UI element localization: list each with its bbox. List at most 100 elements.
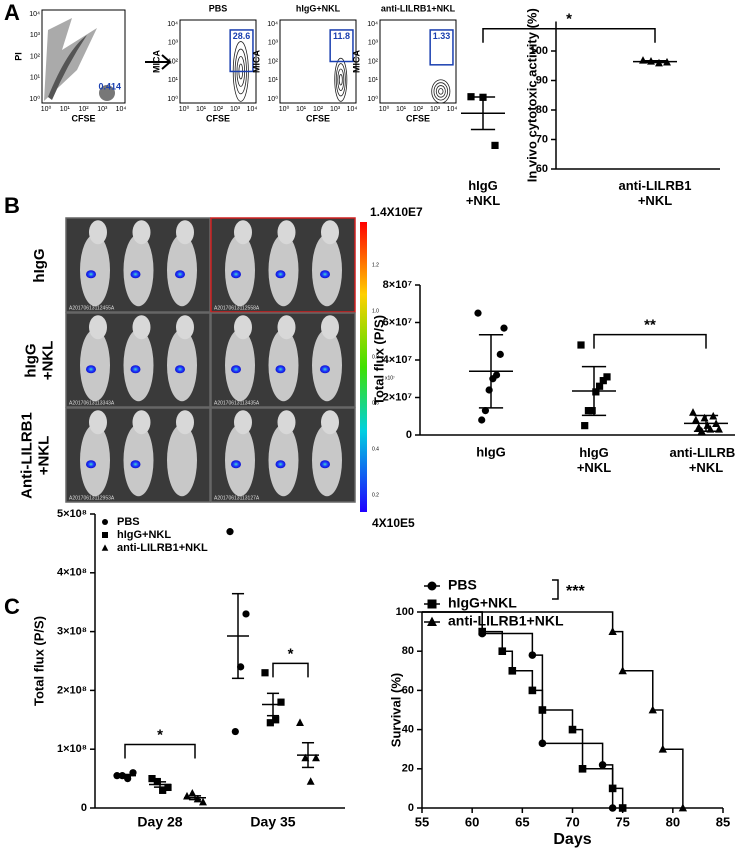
gate-value: 1.33 — [433, 31, 451, 41]
data-point — [159, 786, 167, 794]
scale-tick: 0.2 — [372, 492, 379, 498]
flow-x-tick: 10³ — [430, 106, 441, 113]
x-tick-label: hIgG +NKL — [577, 445, 611, 475]
mouse-head — [321, 220, 339, 245]
signal — [231, 270, 241, 279]
flow-y-tick: 10⁰ — [267, 95, 278, 103]
x-tick-label: 85 — [716, 814, 730, 829]
signal — [320, 460, 330, 469]
row-label: hIgG — [31, 248, 48, 282]
data-point — [129, 769, 137, 777]
signal — [175, 270, 185, 279]
flow-x-tick: 10² — [413, 106, 424, 113]
y-tick-label: 100 — [396, 606, 414, 618]
data-point — [242, 610, 250, 618]
significance-bracket — [124, 743, 196, 759]
image-id: A20170613113343A — [69, 400, 115, 406]
legend-label: hIgG+NKL — [448, 595, 517, 611]
color-bar — [360, 222, 367, 512]
image-id: A20170613112953A — [69, 495, 115, 501]
flow-x-tick: 10² — [78, 106, 89, 113]
scale-unit: x10⁷ — [385, 375, 395, 381]
mouse-head — [321, 410, 339, 435]
flow-y-tick: 10⁴ — [29, 11, 40, 18]
y-tick-label: 90 — [536, 74, 548, 86]
flow-y-tick: 10⁴ — [167, 21, 178, 28]
row-label: hIgG+NKL — [22, 341, 56, 381]
flow-x-tick: 10⁰ — [279, 105, 290, 113]
data-point — [608, 784, 617, 793]
y-tick-label: 2×10⁷ — [383, 391, 413, 403]
flow-y-tick: 10⁴ — [367, 21, 378, 28]
data-point — [538, 706, 547, 714]
mouse — [312, 329, 342, 402]
data-point — [226, 528, 234, 536]
data-point — [598, 761, 607, 769]
scale-tick: 0.8 — [372, 354, 379, 360]
data-point — [491, 141, 499, 149]
flow-contour — [438, 88, 444, 95]
legend-marker — [427, 599, 437, 609]
signal — [320, 365, 330, 374]
mouse — [123, 424, 154, 497]
legend-label: PBS — [448, 577, 477, 593]
data-point — [148, 775, 156, 783]
gate — [429, 29, 454, 66]
data-point — [164, 783, 172, 792]
flow-contour — [338, 73, 343, 86]
legend-label: anti-LILRB1+NKL — [448, 613, 564, 629]
flow-x-tick: 10³ — [330, 106, 341, 113]
flow-y-tick: 10⁰ — [29, 95, 40, 103]
flow-x-tick: 10¹ — [196, 106, 207, 113]
flow-y-tick: 10¹ — [368, 77, 379, 84]
mouse — [167, 234, 197, 307]
mouse-head — [89, 220, 107, 245]
mouse — [268, 424, 299, 497]
y-tick-label: 2×10⁸ — [57, 684, 87, 696]
mouse — [123, 329, 154, 402]
flow-x-tick: 10¹ — [396, 106, 407, 113]
mouse-head — [321, 315, 339, 340]
flow-x-tick: 10² — [213, 106, 224, 113]
data-point — [500, 324, 508, 332]
mouse-head — [176, 410, 194, 435]
mouse — [80, 329, 110, 402]
signal — [275, 270, 286, 279]
y-tick-label: 5×10⁸ — [57, 508, 87, 520]
flow-y-tick: 10¹ — [168, 77, 179, 84]
data-point — [592, 388, 600, 396]
y-tick-label: 6×10⁷ — [383, 316, 413, 328]
data-point — [689, 408, 697, 416]
mouse — [225, 329, 255, 402]
mouse-head — [176, 315, 194, 340]
signal — [275, 365, 286, 374]
flow-contour — [335, 63, 346, 97]
mouse-head — [89, 315, 107, 340]
legend-marker — [101, 544, 109, 551]
data-point — [578, 765, 587, 773]
x-tick-label: hIgG — [476, 445, 506, 460]
flow-y-tick: 10² — [168, 58, 179, 65]
mouse-head — [277, 315, 296, 340]
x-tick-label: anti-LILRB1+NKL — [670, 445, 735, 475]
mouse-head — [277, 410, 296, 435]
signal — [231, 460, 241, 469]
flow-y-tick: 10⁰ — [167, 95, 178, 103]
mouse — [167, 424, 197, 497]
scale-min: 4X10E5 — [372, 516, 415, 530]
flow-y-tick: 10³ — [268, 40, 279, 47]
scale-tick: 1.2 — [372, 262, 379, 268]
x-tick-label: 75 — [615, 814, 629, 829]
flow-y-tick: 10⁴ — [267, 21, 278, 28]
flow-contour — [433, 82, 449, 101]
flow-y-tick: 10³ — [368, 40, 379, 47]
flow-x-label: CFSE — [306, 113, 330, 123]
flow-contour — [435, 85, 446, 98]
data-point — [474, 309, 482, 317]
mouse-head — [132, 220, 151, 245]
flow-x-label: CFSE — [406, 113, 430, 123]
data-point — [231, 727, 239, 736]
row-label: Anti-LILRB1+NKL — [18, 412, 52, 499]
mouse — [312, 424, 342, 497]
